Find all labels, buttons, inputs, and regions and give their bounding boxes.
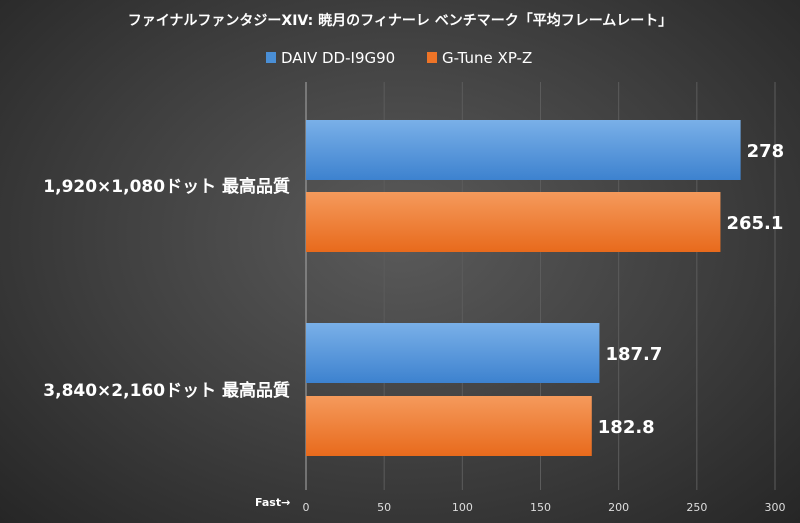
legend-swatch-daiv bbox=[266, 52, 276, 63]
x-tick-label: 200 bbox=[608, 501, 629, 514]
x-tick-label: 100 bbox=[452, 501, 473, 514]
legend-label-gtune: G-Tune XP-Z bbox=[442, 49, 532, 67]
category-label-1: 1,920×1,080ドット 最高品質 bbox=[43, 176, 290, 197]
x-axis-label: Fast→ bbox=[255, 496, 290, 509]
data-label: 182.8 bbox=[598, 417, 655, 438]
legend-swatch-gtune bbox=[427, 52, 437, 63]
data-label: 187.7 bbox=[605, 344, 662, 365]
x-tick-label: 300 bbox=[765, 501, 786, 514]
x-tick-label: 0 bbox=[303, 501, 310, 514]
data-label: 278 bbox=[747, 141, 785, 162]
x-tick-label: 150 bbox=[530, 501, 551, 514]
data-label: 265.1 bbox=[726, 213, 783, 234]
category-label-2: 3,840×2,160ドット 最高品質 bbox=[43, 380, 290, 401]
bar-daiv-1 bbox=[306, 120, 741, 180]
bar-gtune-2 bbox=[306, 396, 592, 456]
x-tick-label: 50 bbox=[377, 501, 391, 514]
bar-gtune-1 bbox=[306, 192, 721, 252]
x-tick-label: 250 bbox=[686, 501, 707, 514]
bar-daiv-2 bbox=[306, 323, 600, 383]
legend-label-daiv: DAIV DD-I9G90 bbox=[281, 49, 395, 67]
chart-title: ファイナルファンタジーXIV: 暁月のフィナーレ ベンチマーク「平均フレームレー… bbox=[128, 12, 673, 29]
legend: DAIV DD-I9G90 G-Tune XP-Z bbox=[266, 49, 532, 67]
